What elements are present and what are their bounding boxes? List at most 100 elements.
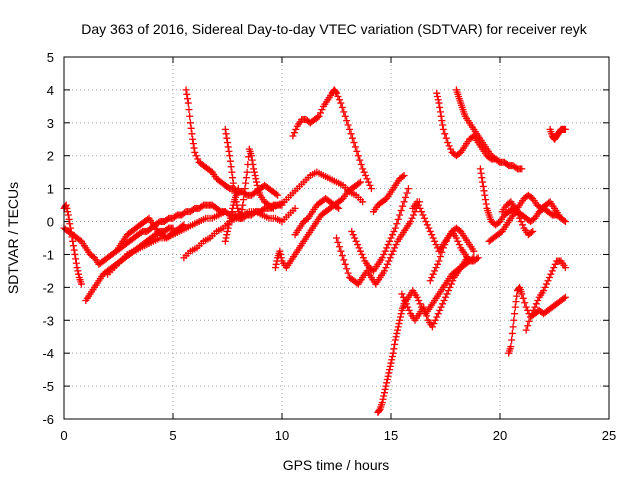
data-point — [396, 211, 404, 219]
data-point — [359, 198, 367, 206]
data-point — [71, 250, 79, 258]
y-tick-label: 1 — [47, 182, 54, 197]
data-point — [393, 329, 401, 337]
data-point — [290, 129, 298, 137]
data-point — [404, 303, 412, 311]
data-point — [186, 119, 194, 127]
data-point — [543, 280, 551, 288]
data-point — [415, 201, 423, 209]
data-point — [433, 89, 441, 97]
data-point — [544, 277, 552, 285]
data-point — [229, 174, 237, 182]
data-point — [436, 103, 444, 111]
data-point — [517, 218, 525, 226]
data-point — [252, 175, 260, 183]
data-point — [337, 99, 345, 107]
data-point — [431, 237, 439, 245]
data-point — [396, 313, 404, 321]
data-point — [527, 229, 535, 237]
data-point — [227, 211, 235, 219]
data-point — [455, 241, 463, 249]
data-point — [380, 267, 388, 275]
data-point — [479, 178, 487, 186]
y-tick-label: -5 — [42, 379, 54, 394]
data-point — [496, 158, 504, 166]
data-point — [240, 190, 248, 198]
data-point — [292, 125, 300, 133]
data-point — [416, 300, 424, 308]
data-point — [439, 300, 447, 308]
data-point — [400, 171, 408, 179]
data-point — [242, 174, 250, 182]
data-point — [341, 112, 349, 120]
data-point — [337, 247, 345, 255]
x-tick-label: 0 — [60, 428, 67, 443]
data-point — [437, 303, 445, 311]
data-point — [434, 260, 442, 268]
y-tick-label: -3 — [42, 313, 54, 328]
data-point — [343, 117, 351, 125]
data-point — [473, 255, 481, 263]
data-point — [425, 224, 433, 232]
data-point — [228, 208, 236, 216]
data-point — [397, 310, 405, 318]
data-point — [431, 267, 439, 275]
data-point — [479, 182, 487, 190]
data-point — [386, 366, 394, 374]
x-tick-label: 25 — [602, 428, 616, 443]
data-point — [481, 196, 489, 204]
data-point — [428, 231, 436, 239]
data-point — [420, 303, 428, 311]
data-point — [534, 297, 542, 305]
data-point — [242, 179, 250, 187]
data-point — [69, 242, 77, 250]
x-tick-label: 10 — [275, 428, 289, 443]
data-point — [189, 135, 197, 143]
data-point — [495, 157, 503, 165]
data-point — [528, 310, 536, 318]
data-point — [335, 96, 343, 104]
data-point — [449, 277, 457, 285]
data-point — [356, 178, 364, 186]
data-point — [512, 298, 520, 306]
data-point — [249, 161, 257, 169]
data-point — [441, 241, 449, 249]
data-point — [190, 144, 198, 152]
data-point — [521, 299, 529, 307]
data-point — [445, 142, 453, 150]
data-point — [541, 283, 549, 291]
data-point — [545, 273, 553, 281]
data-point — [221, 125, 229, 133]
data-point — [429, 270, 437, 278]
data-point — [390, 227, 398, 235]
data-point — [384, 241, 392, 249]
data-point — [228, 168, 236, 176]
data-point — [405, 306, 413, 314]
data-point — [238, 205, 246, 213]
data-point — [507, 343, 515, 351]
data-point — [192, 152, 200, 160]
data-point — [560, 294, 568, 302]
data-point — [482, 200, 490, 208]
data-point — [379, 395, 387, 403]
data-point — [289, 132, 297, 140]
data-point — [222, 234, 230, 242]
data-point — [410, 211, 418, 219]
data-point — [444, 139, 452, 147]
data-point — [511, 310, 519, 318]
data-point — [250, 168, 258, 176]
data-point — [191, 148, 199, 156]
data-point — [74, 267, 82, 275]
data-point — [401, 297, 409, 305]
plot-frame — [63, 56, 610, 420]
data-point — [386, 254, 394, 262]
data-point — [63, 204, 71, 212]
data-point — [400, 198, 408, 206]
data-point — [435, 257, 443, 265]
data-point — [395, 320, 403, 328]
data-point — [478, 174, 486, 182]
data-point — [248, 156, 256, 164]
data-point — [385, 257, 393, 265]
data-point — [375, 406, 383, 414]
